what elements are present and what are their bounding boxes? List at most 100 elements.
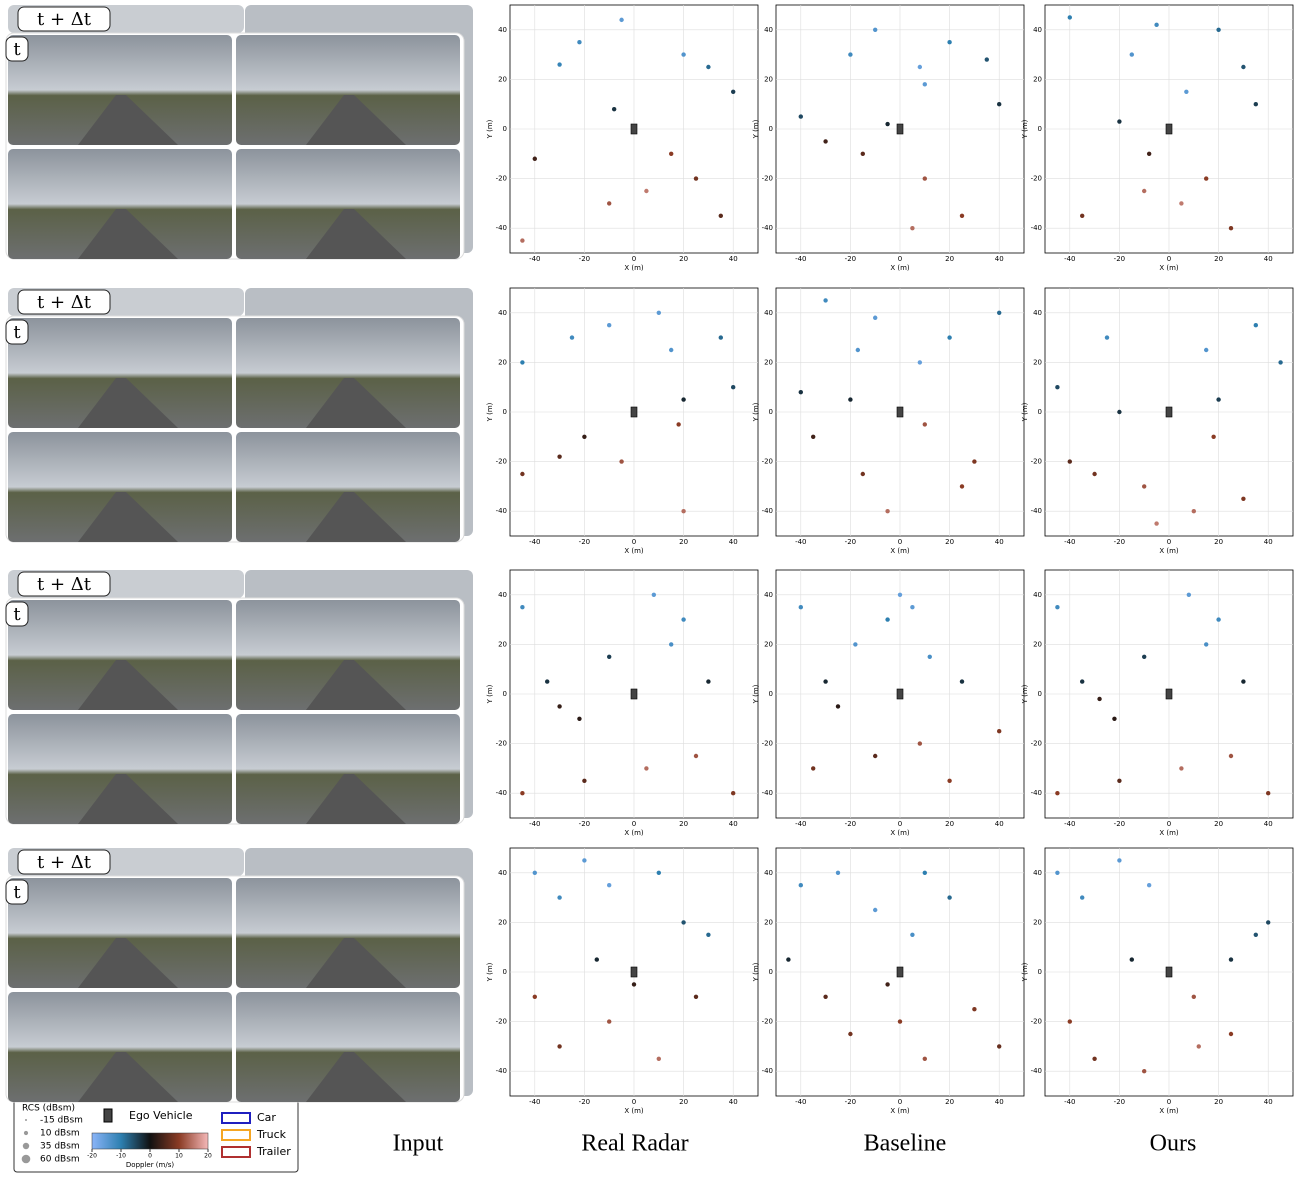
- radar-point: [1117, 858, 1122, 863]
- x-tick-label: 40: [1264, 1098, 1273, 1106]
- radar-point: [577, 40, 582, 45]
- radar-point: [1080, 679, 1085, 684]
- y-axis-label: Y (m): [752, 119, 760, 139]
- radar-point: [569, 335, 575, 340]
- label-box: [17, 6, 111, 32]
- radar-point: [997, 729, 1002, 734]
- radar-point: [873, 27, 878, 32]
- y-axis-label: Y (m): [486, 119, 494, 139]
- colorbar-tick-label: -20: [87, 1153, 97, 1160]
- radar-point: [676, 422, 681, 427]
- radar-point: [693, 176, 699, 181]
- radar-point: [959, 679, 965, 684]
- x-tick-label: 20: [679, 538, 688, 546]
- radar-point: [582, 434, 587, 439]
- road: [306, 774, 406, 824]
- radar-point: [619, 459, 624, 464]
- radar-point: [520, 791, 525, 796]
- radar-point: [1129, 957, 1135, 962]
- radar-point: [619, 17, 624, 23]
- x-tick-label: -40: [795, 1098, 806, 1106]
- radar-point: [1104, 335, 1110, 340]
- road: [78, 1052, 178, 1102]
- radar-point: [1228, 226, 1234, 231]
- ego-vehicle: [630, 688, 638, 700]
- x-tick-label: -40: [1064, 538, 1075, 546]
- y-tick-label: 40: [1033, 591, 1042, 599]
- radar-point: [959, 484, 965, 489]
- radar-point: [1055, 870, 1060, 875]
- legend-title: RCS (dBsm): [22, 1104, 75, 1114]
- y-tick-label: -40: [496, 1067, 507, 1075]
- radar-point: [532, 994, 537, 999]
- camera-image: [8, 432, 232, 542]
- x-tick-label: -40: [1064, 820, 1075, 828]
- y-tick-label: -20: [496, 458, 507, 466]
- y-tick-label: 0: [1038, 408, 1042, 416]
- x-tick-label: -40: [795, 538, 806, 546]
- x-axis-label: X (m): [624, 264, 644, 272]
- y-tick-label: -20: [762, 740, 773, 748]
- radar-point: [1216, 397, 1221, 402]
- x-tick-label: 20: [945, 820, 954, 828]
- y-tick-label: -40: [762, 789, 773, 797]
- road: [306, 660, 406, 710]
- road: [306, 378, 406, 428]
- y-tick-label: 0: [1038, 125, 1042, 133]
- label-now: t: [13, 882, 21, 903]
- colorbar-label: Doppler (m/s): [126, 1161, 174, 1169]
- radar-point: [520, 238, 525, 243]
- radar-point: [917, 64, 923, 70]
- radar-point: [1142, 484, 1147, 489]
- radar-point: [885, 982, 890, 987]
- radar-point: [997, 310, 1002, 315]
- radar-point: [557, 895, 562, 900]
- x-tick-label: 0: [898, 538, 902, 546]
- y-axis-label: Y (m): [1021, 684, 1029, 704]
- road: [306, 209, 406, 259]
- legend-ego: Ego Vehicle: [129, 1109, 193, 1122]
- box-swatch: [221, 1129, 251, 1141]
- x-tick-label: 0: [632, 538, 636, 546]
- x-tick-label: -40: [529, 538, 540, 546]
- x-tick-label: -40: [529, 1098, 540, 1106]
- radar-point: [1055, 385, 1060, 390]
- y-axis-label: Y (m): [1021, 962, 1029, 982]
- y-axis-label: Y (m): [1021, 402, 1029, 422]
- road: [306, 492, 406, 542]
- x-tick-label: 20: [679, 820, 688, 828]
- camera-image: [8, 600, 232, 710]
- ego-vehicle: [1165, 406, 1173, 418]
- label-next: t + Δt: [37, 292, 92, 313]
- radar-point: [1117, 778, 1122, 783]
- radar-point: [1253, 932, 1259, 937]
- y-tick-label: -40: [762, 1067, 773, 1075]
- radar-point: [1142, 1069, 1147, 1074]
- y-tick-label: -20: [496, 175, 507, 183]
- y-axis-label: Y (m): [486, 402, 494, 422]
- radar-point: [1278, 360, 1283, 365]
- radar-point: [1228, 753, 1234, 759]
- x-tick-label: 0: [1167, 255, 1171, 263]
- x-axis-label: X (m): [1159, 264, 1179, 272]
- x-tick-label: 40: [995, 1098, 1004, 1106]
- camera-image: [8, 318, 232, 428]
- radar-point: [607, 654, 612, 659]
- radar-point: [860, 471, 865, 477]
- y-tick-label: -40: [496, 789, 507, 797]
- x-axis-label: X (m): [624, 1107, 644, 1115]
- y-tick-label: 40: [764, 869, 773, 877]
- radar-point: [532, 156, 537, 161]
- y-tick-label: 20: [764, 358, 773, 366]
- x-tick-label: -20: [1114, 255, 1125, 263]
- x-tick-label: 40: [1264, 538, 1273, 546]
- radar-point: [855, 347, 861, 353]
- radar-point: [520, 471, 525, 477]
- radar-point: [644, 188, 649, 194]
- y-tick-label: -40: [496, 224, 507, 232]
- radar-point: [681, 52, 686, 57]
- label-next: t + Δt: [37, 9, 92, 30]
- label-box: [17, 849, 111, 875]
- rcs-dot: [23, 1130, 29, 1136]
